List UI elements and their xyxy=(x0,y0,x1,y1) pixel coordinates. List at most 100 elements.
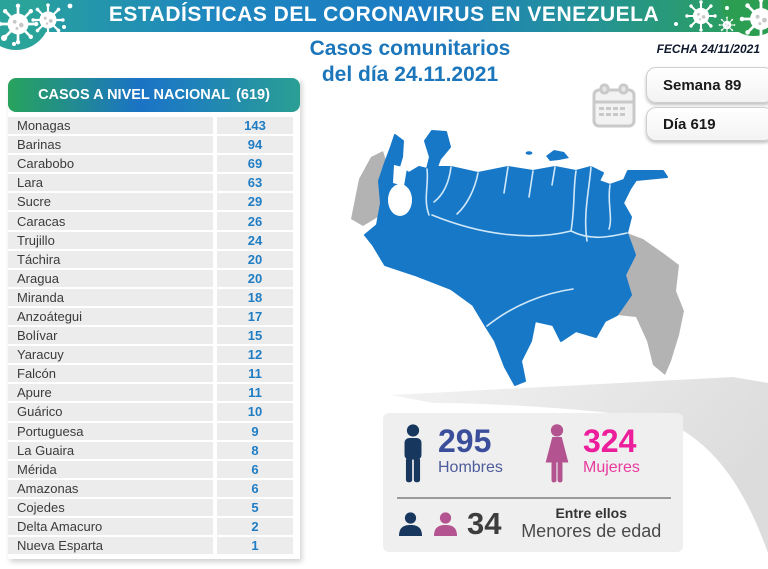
state-name: Trujillo xyxy=(8,231,213,249)
table-row: Carabobo 69 xyxy=(8,155,300,173)
table-row: Amazonas 6 xyxy=(8,479,300,497)
subtitle-line1: Casos comunitarios xyxy=(309,37,511,60)
state-cases: 5 xyxy=(217,498,293,516)
state-cases: 11 xyxy=(217,384,293,402)
state-cases: 6 xyxy=(217,460,293,478)
fecha-text: FECHA 24/11/2021 xyxy=(657,42,760,56)
women-value: 324 xyxy=(583,423,637,459)
state-name: Táchira xyxy=(8,250,213,268)
minors-value: 34 xyxy=(467,505,502,541)
state-name: Monagas xyxy=(8,117,213,135)
minors-line1: Entre ellos xyxy=(555,505,628,521)
state-cases: 69 xyxy=(217,155,293,173)
state-name: Sucre xyxy=(8,193,213,211)
fecha-value: 24/11/2021 xyxy=(700,42,760,56)
semana-label: Semana 89 xyxy=(663,76,742,94)
state-borders xyxy=(425,166,628,327)
state-name: Barinas xyxy=(8,136,213,154)
men-label: Hombres xyxy=(438,459,503,476)
state-cases: 143 xyxy=(217,117,293,135)
guajira-gray-region xyxy=(351,151,388,226)
state-name: Carabobo xyxy=(8,155,213,173)
table-row: Guárico 10 xyxy=(8,403,300,421)
state-cases: 26 xyxy=(217,212,293,230)
women-label: Mujeres xyxy=(583,459,640,476)
table-row: La Guaira 8 xyxy=(8,441,300,459)
state-name: Apure xyxy=(8,384,213,402)
state-name: Anzoátegui xyxy=(8,307,213,326)
state-cases: 6 xyxy=(217,479,293,497)
tortuga-island xyxy=(525,151,533,155)
men-stat: 295 Hombres xyxy=(397,423,530,485)
state-cases: 9 xyxy=(217,422,293,440)
state-cases: 29 xyxy=(217,193,293,211)
state-cases: 2 xyxy=(217,517,293,536)
female-bust-icon xyxy=(434,511,457,536)
esequibo-gray-region xyxy=(617,233,684,375)
minors-line2: Menores de edad xyxy=(521,521,662,541)
page-title: ESTADÍSTICAS DEL CORONAVIRUS EN VENEZUEL… xyxy=(108,3,660,26)
calendar-icon xyxy=(592,83,636,128)
state-cases: 11 xyxy=(217,365,293,383)
table-row: Barinas 94 xyxy=(8,136,300,154)
table-row: Caracas 26 xyxy=(8,212,300,230)
state-name: La Guaira xyxy=(8,441,213,459)
state-cases: 63 xyxy=(217,174,293,192)
state-cases: 18 xyxy=(217,288,293,306)
table-row: Trujillo 24 xyxy=(8,231,300,249)
state-cases: 17 xyxy=(217,307,293,326)
men-value: 295 xyxy=(438,423,492,459)
state-cases: 12 xyxy=(217,346,293,364)
state-cases: 1 xyxy=(217,537,293,555)
table-total: (619) xyxy=(236,87,270,103)
dia-badge: Día 619 xyxy=(646,107,768,141)
state-name: Bolívar xyxy=(8,327,213,345)
table-row: Apure 11 xyxy=(8,384,300,402)
minors-text: Entre ellos Menores de edad xyxy=(509,505,673,542)
state-name: Portuguesa xyxy=(8,422,213,440)
state-name: Caracas xyxy=(8,212,213,230)
state-cases: 94 xyxy=(217,136,293,154)
state-cases: 20 xyxy=(217,250,293,268)
state-name: Falcón xyxy=(8,365,213,383)
state-name: Aragua xyxy=(8,269,213,287)
state-name: Miranda xyxy=(8,288,213,306)
stats-divider xyxy=(397,497,671,499)
table-row: Táchira 20 xyxy=(8,250,300,268)
table-header: CASOS A NIVEL NACIONAL (619) xyxy=(8,78,300,112)
table-row: Miranda 18 xyxy=(8,288,300,306)
state-name: Amazonas xyxy=(8,479,213,497)
margarita-island xyxy=(546,150,569,161)
header-bar: ESTADÍSTICAS DEL CORONAVIRUS EN VENEZUEL… xyxy=(0,0,768,50)
table-row: Mérida 6 xyxy=(8,460,300,478)
gender-row: 295 Hombres 324 Mujeres xyxy=(397,423,673,497)
table-row: Nueva Esparta 1 xyxy=(8,537,300,555)
state-cases: 8 xyxy=(217,441,293,459)
table-row: Monagas 143 xyxy=(8,117,300,135)
table-row: Bolívar 15 xyxy=(8,327,300,345)
state-name: Cojedes xyxy=(8,498,213,516)
table-row: Anzoátegui 17 xyxy=(8,307,300,326)
state-name: Nueva Esparta xyxy=(8,537,213,555)
table-row: Portuguesa 9 xyxy=(8,422,300,440)
fecha-label: FECHA xyxy=(656,42,698,56)
semana-badge: Semana 89 xyxy=(646,67,768,103)
table-row: Falcón 11 xyxy=(8,365,300,383)
state-name: Guárico xyxy=(8,403,213,421)
table-row: Lara 63 xyxy=(8,174,300,192)
table-row: Sucre 29 xyxy=(8,193,300,211)
subtitle-line2: del día 24.11.2021 xyxy=(321,63,499,86)
subtitle: Casos comunitarios del día 24.11.2021 xyxy=(295,36,525,88)
state-name: Delta Amacuro xyxy=(8,517,213,536)
state-cases: 20 xyxy=(217,269,293,287)
women-text: 324 Mujeres xyxy=(583,425,640,477)
gender-stats-box: 295 Hombres 324 Mujeres xyxy=(383,413,683,552)
state-cases: 24 xyxy=(217,231,293,249)
table-row: Aragua 20 xyxy=(8,269,300,287)
venezuela-landmass xyxy=(364,130,668,386)
women-stat: 324 Mujeres xyxy=(540,423,673,485)
table-row: Yaracuy 12 xyxy=(8,346,300,364)
state-cases: 15 xyxy=(217,327,293,345)
male-bust-icon xyxy=(399,511,422,536)
